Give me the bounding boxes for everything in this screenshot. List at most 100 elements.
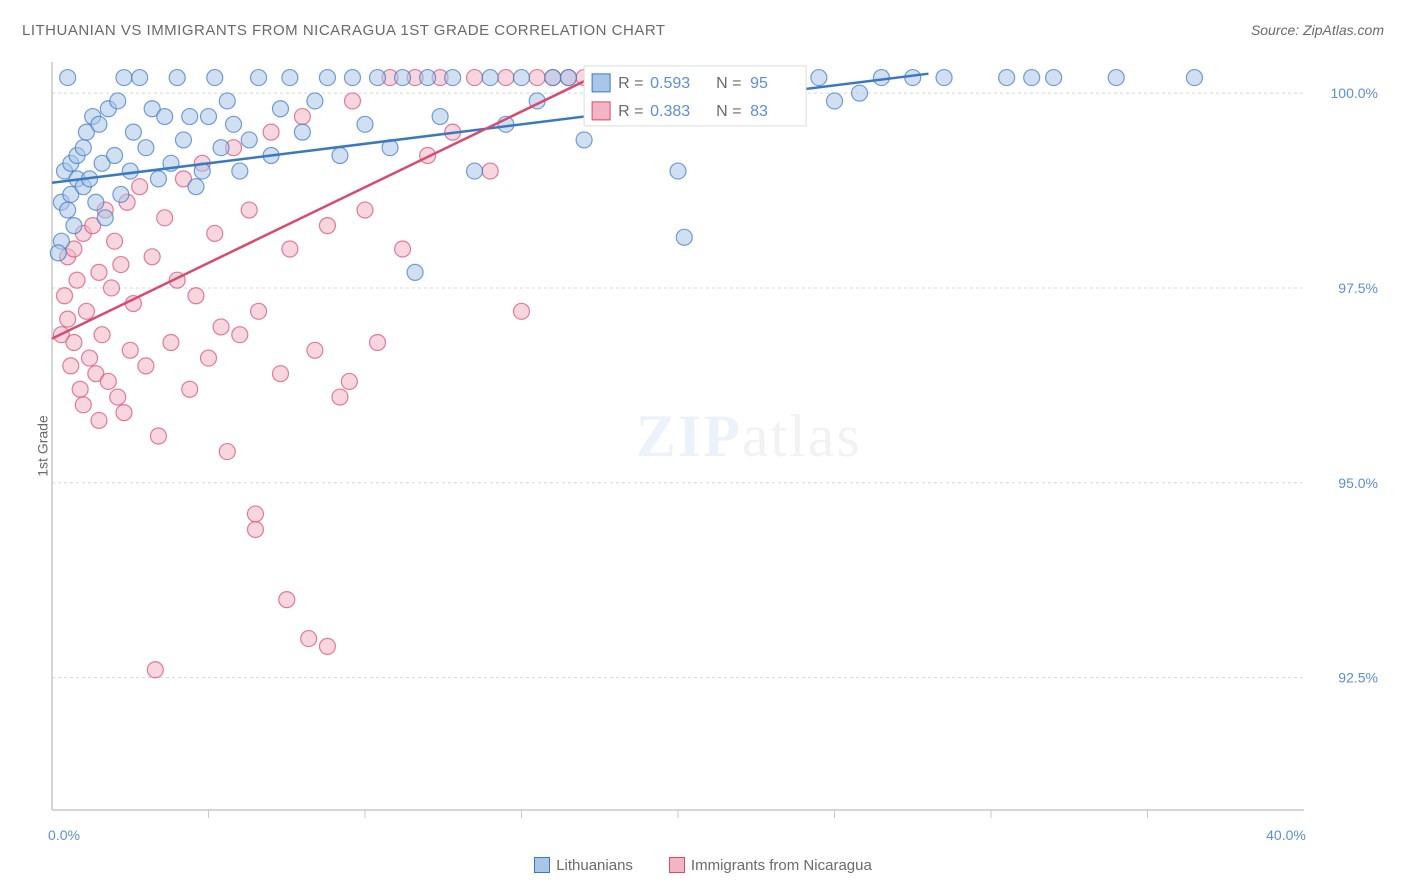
scatter-point — [301, 631, 317, 647]
scatter-point — [272, 366, 288, 382]
svg-text:92.5%: 92.5% — [1338, 670, 1378, 686]
chart-title: LITHUANIAN VS IMMIGRANTS FROM NICARAGUA … — [22, 22, 666, 39]
scatter-point — [144, 249, 160, 265]
scatter-point — [432, 109, 448, 125]
scatter-point — [57, 288, 73, 304]
scatter-point — [395, 241, 411, 257]
scatter-point — [482, 70, 498, 86]
scatter-point — [188, 179, 204, 195]
scatter-point — [251, 303, 267, 319]
scatter-point — [560, 70, 576, 86]
svg-text:0.383: 0.383 — [650, 103, 690, 120]
scatter-point — [545, 70, 561, 86]
scatter-point — [113, 186, 129, 202]
scatter-point — [107, 233, 123, 249]
scatter-point — [407, 264, 423, 280]
scatter-point — [370, 335, 386, 351]
scatter-point — [1046, 70, 1062, 86]
scatter-point — [182, 109, 198, 125]
legend-item: Lithuanians — [534, 857, 633, 874]
scatter-point — [1024, 70, 1040, 86]
scatter-point — [157, 210, 173, 226]
scatter-point — [97, 210, 113, 226]
scatter-point — [110, 93, 126, 109]
scatter-point — [125, 124, 141, 140]
svg-text:97.5%: 97.5% — [1338, 280, 1378, 296]
scatter-point — [122, 342, 138, 358]
scatter-point — [827, 93, 843, 109]
bottom-legend: Lithuanians Immigrants from Nicaragua — [0, 857, 1406, 874]
scatter-point — [188, 288, 204, 304]
scatter-point — [182, 381, 198, 397]
svg-text:N =: N = — [716, 75, 741, 92]
scatter-point — [103, 280, 119, 296]
scatter-point — [247, 522, 263, 538]
scatter-point — [332, 389, 348, 405]
scatter-point — [138, 358, 154, 374]
scatter-point — [82, 350, 98, 366]
scatter-point — [213, 140, 229, 156]
scatter-point — [50, 245, 66, 261]
scatter-point — [150, 171, 166, 187]
scatter-point — [241, 132, 257, 148]
scatter-point — [201, 350, 217, 366]
scatter-point — [370, 70, 386, 86]
scatter-chart: 92.5%95.0%97.5%100.0%0.0%40.0%R = 0.593N… — [48, 54, 1384, 844]
scatter-point — [294, 124, 310, 140]
scatter-point — [498, 70, 514, 86]
scatter-point — [852, 85, 868, 101]
scatter-point — [219, 93, 235, 109]
scatter-point — [344, 93, 360, 109]
scatter-point — [78, 303, 94, 319]
legend-label: Immigrants from Nicaragua — [691, 857, 872, 874]
svg-text:N =: N = — [716, 103, 741, 120]
scatter-point — [157, 109, 173, 125]
scatter-point — [307, 93, 323, 109]
scatter-point — [75, 397, 91, 413]
scatter-point — [319, 218, 335, 234]
scatter-point — [72, 381, 88, 397]
scatter-point — [100, 373, 116, 389]
scatter-point — [213, 319, 229, 335]
scatter-point — [357, 116, 373, 132]
scatter-point — [395, 70, 411, 86]
scatter-point — [201, 109, 217, 125]
scatter-point — [332, 148, 348, 164]
scatter-point — [272, 101, 288, 117]
scatter-point — [207, 225, 223, 241]
scatter-point — [91, 116, 107, 132]
stats-legend: R = 0.593N = 95R = 0.383N = 83 — [584, 66, 806, 126]
scatter-point — [116, 70, 132, 86]
scatter-point — [344, 70, 360, 86]
scatter-point — [420, 70, 436, 86]
scatter-point — [147, 662, 163, 678]
scatter-point — [60, 202, 76, 218]
scatter-point — [251, 70, 267, 86]
scatter-point — [110, 389, 126, 405]
scatter-point — [279, 592, 295, 608]
scatter-point — [94, 327, 110, 343]
scatter-point — [357, 202, 373, 218]
scatter-point — [169, 70, 185, 86]
scatter-point — [263, 124, 279, 140]
scatter-point — [514, 70, 530, 86]
svg-text:95.0%: 95.0% — [1338, 475, 1378, 491]
scatter-point — [936, 70, 952, 86]
scatter-point — [341, 373, 357, 389]
scatter-point — [294, 109, 310, 125]
scatter-point — [91, 264, 107, 280]
scatter-point — [91, 412, 107, 428]
scatter-point — [163, 335, 179, 351]
scatter-point — [66, 335, 82, 351]
scatter-point — [482, 163, 498, 179]
scatter-point — [999, 70, 1015, 86]
source-label: Source: ZipAtlas.com — [1251, 22, 1384, 38]
scatter-point — [207, 70, 223, 86]
scatter-point — [676, 229, 692, 245]
scatter-point — [60, 311, 76, 327]
scatter-point — [319, 70, 335, 86]
scatter-point — [232, 163, 248, 179]
legend-item: Immigrants from Nicaragua — [669, 857, 872, 874]
scatter-point — [107, 148, 123, 164]
scatter-point — [467, 70, 483, 86]
